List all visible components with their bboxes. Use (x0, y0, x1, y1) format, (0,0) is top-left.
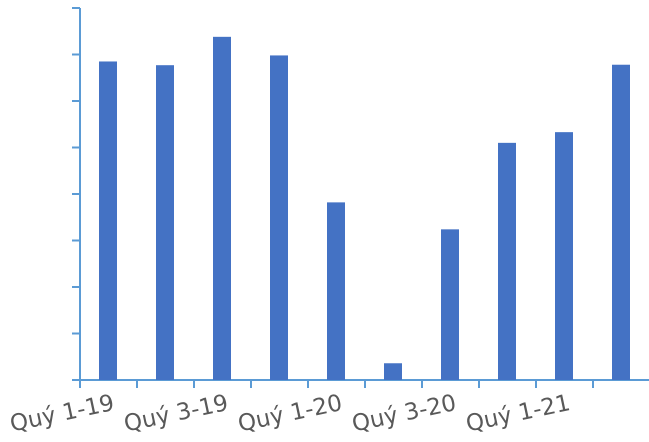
bar-1 (99, 61, 117, 380)
bar-2 (156, 65, 174, 380)
bar-5 (327, 202, 345, 380)
bar-3 (213, 36, 231, 381)
x-tick-label: Quý 1-19 (8, 390, 117, 437)
tick-labels: Quý 1-19 Quý 3-19 Quý 1-20 Quý 3-20 Quý 1-21 (8, 390, 573, 437)
bar-9 (555, 132, 573, 380)
x-tick-label: Quý 1-20 (236, 390, 345, 437)
bar-6 (384, 363, 402, 380)
axes (72, 7, 649, 388)
bars (99, 36, 630, 381)
bar-10 (612, 64, 630, 380)
bar-7 (441, 229, 459, 380)
x-tick-label: Quý 1-21 (464, 390, 573, 437)
bar-4 (270, 55, 288, 381)
x-tick-label: Quý 3-19 (122, 390, 231, 437)
x-tick-label: Quý 3-20 (350, 390, 459, 437)
bar-8 (498, 142, 516, 380)
